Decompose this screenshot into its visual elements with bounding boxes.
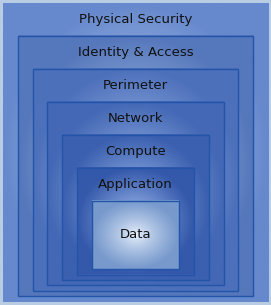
Bar bbox=[18, 36, 253, 296]
Text: Identity & Access: Identity & Access bbox=[78, 46, 193, 59]
Text: Compute: Compute bbox=[105, 145, 166, 158]
Text: Physical Security: Physical Security bbox=[79, 13, 192, 26]
Text: Perimeter: Perimeter bbox=[103, 79, 168, 92]
Bar bbox=[47, 102, 224, 285]
Bar bbox=[92, 201, 179, 269]
Text: Network: Network bbox=[108, 112, 163, 125]
Bar bbox=[33, 69, 238, 291]
Bar bbox=[77, 168, 194, 274]
Bar bbox=[62, 135, 209, 280]
Text: Application: Application bbox=[98, 178, 173, 191]
Text: Data: Data bbox=[120, 228, 151, 241]
